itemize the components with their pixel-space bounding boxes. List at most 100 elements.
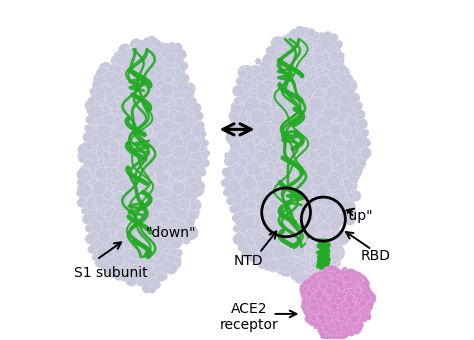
Circle shape: [347, 329, 355, 336]
Circle shape: [358, 159, 366, 167]
Circle shape: [336, 245, 338, 247]
Circle shape: [292, 202, 302, 211]
Circle shape: [331, 316, 336, 321]
Circle shape: [365, 284, 368, 288]
Circle shape: [313, 53, 324, 65]
Circle shape: [304, 306, 310, 311]
Circle shape: [284, 79, 296, 91]
Circle shape: [325, 274, 329, 278]
Circle shape: [192, 154, 204, 166]
Circle shape: [320, 270, 325, 275]
Circle shape: [160, 187, 171, 198]
Circle shape: [362, 285, 370, 293]
Circle shape: [354, 286, 357, 289]
Circle shape: [151, 230, 159, 238]
Circle shape: [296, 254, 309, 267]
Circle shape: [365, 308, 371, 314]
Circle shape: [199, 169, 207, 176]
Circle shape: [360, 282, 367, 288]
Circle shape: [154, 169, 161, 176]
Circle shape: [292, 35, 299, 43]
Circle shape: [289, 256, 304, 272]
Circle shape: [190, 152, 202, 164]
Circle shape: [319, 132, 331, 143]
Circle shape: [309, 167, 318, 176]
Circle shape: [314, 237, 316, 240]
Circle shape: [90, 119, 96, 125]
Circle shape: [342, 251, 345, 254]
Circle shape: [241, 196, 255, 210]
Circle shape: [159, 144, 171, 156]
Circle shape: [361, 289, 367, 295]
Circle shape: [180, 80, 189, 89]
Circle shape: [343, 207, 353, 217]
Circle shape: [342, 88, 350, 96]
Circle shape: [125, 268, 134, 277]
Circle shape: [103, 77, 110, 84]
Circle shape: [78, 151, 89, 162]
Circle shape: [289, 183, 304, 198]
Circle shape: [335, 66, 350, 82]
Circle shape: [328, 288, 337, 296]
Circle shape: [168, 42, 176, 50]
Circle shape: [311, 309, 316, 314]
Circle shape: [328, 51, 341, 64]
Circle shape: [335, 272, 341, 277]
Circle shape: [279, 36, 291, 47]
Circle shape: [272, 36, 285, 50]
Circle shape: [322, 324, 326, 328]
Circle shape: [285, 226, 301, 242]
Circle shape: [336, 274, 345, 283]
Circle shape: [351, 306, 358, 313]
Circle shape: [311, 275, 316, 279]
Circle shape: [261, 138, 269, 147]
Circle shape: [226, 132, 239, 145]
Circle shape: [338, 98, 355, 114]
Circle shape: [240, 171, 247, 179]
Circle shape: [268, 173, 282, 186]
Circle shape: [237, 157, 248, 168]
Circle shape: [164, 231, 176, 243]
Circle shape: [358, 288, 362, 292]
Circle shape: [330, 221, 340, 231]
Circle shape: [244, 66, 253, 75]
Circle shape: [168, 112, 174, 118]
Circle shape: [322, 267, 326, 271]
Circle shape: [260, 110, 273, 123]
Circle shape: [84, 173, 93, 181]
Circle shape: [360, 309, 367, 317]
Circle shape: [303, 150, 312, 158]
Circle shape: [239, 220, 255, 236]
Circle shape: [241, 91, 251, 101]
Circle shape: [184, 91, 193, 100]
Circle shape: [276, 168, 285, 177]
Circle shape: [347, 201, 355, 209]
Circle shape: [326, 175, 340, 190]
Circle shape: [320, 273, 329, 282]
Circle shape: [102, 190, 112, 200]
Circle shape: [359, 299, 366, 306]
Circle shape: [263, 119, 278, 134]
Circle shape: [306, 253, 310, 257]
Circle shape: [94, 193, 108, 206]
Circle shape: [140, 209, 154, 223]
Circle shape: [121, 177, 132, 189]
Circle shape: [301, 292, 306, 298]
Circle shape: [333, 292, 341, 301]
Circle shape: [281, 173, 293, 186]
Circle shape: [142, 211, 152, 221]
Circle shape: [100, 126, 108, 133]
Circle shape: [168, 180, 179, 191]
Circle shape: [325, 278, 332, 285]
Circle shape: [310, 299, 314, 303]
Circle shape: [222, 167, 232, 177]
Circle shape: [303, 151, 314, 162]
Circle shape: [285, 89, 293, 97]
Circle shape: [350, 280, 356, 287]
Circle shape: [229, 122, 239, 132]
Circle shape: [334, 267, 338, 272]
Circle shape: [139, 100, 146, 107]
Circle shape: [306, 278, 311, 284]
Circle shape: [122, 115, 134, 127]
Circle shape: [357, 298, 361, 302]
